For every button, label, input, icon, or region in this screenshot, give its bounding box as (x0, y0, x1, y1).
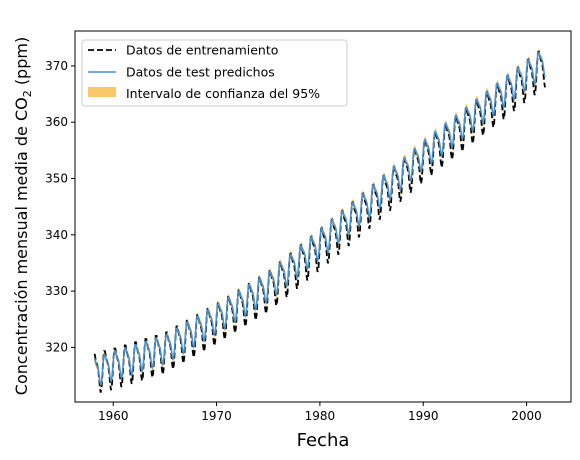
legend-swatch-confidence (88, 87, 116, 97)
x-tick-label: 1980 (305, 409, 336, 423)
legend-label-training: Datos de entrenamiento (126, 43, 278, 58)
plot-content (93, 48, 546, 393)
x-tick-label: 1970 (201, 409, 232, 423)
y-axis-label-main: Concentración mensual media de CO (12, 97, 31, 395)
x-tick-label: 1960 (98, 409, 129, 423)
y-tick-label: 320 (45, 340, 68, 354)
y-axis: 320 330 340 350 360 370 (45, 59, 75, 354)
legend-label-confidence: Intervalo de confianza del 95% (126, 86, 320, 101)
y-axis-label: Concentración mensual media de CO2 (ppm) (12, 37, 34, 395)
legend-label-test: Datos de test predichos (126, 65, 275, 80)
legend: Datos de entrenamiento Datos de test pre… (81, 39, 348, 107)
x-axis: 1960 1970 1980 1990 2000 (98, 402, 542, 423)
plot-frame (74, 30, 572, 403)
y-axis-label-tail: (ppm) (12, 37, 31, 90)
y-tick-label: 350 (45, 171, 68, 185)
x-tick-label: 2000 (511, 409, 542, 423)
y-axis-label-subscript: 2 (21, 90, 34, 97)
y-tick-label: 370 (45, 59, 68, 73)
legend-box (81, 39, 348, 107)
predicted-test-line (93, 51, 546, 386)
x-axis-label: Fecha (297, 430, 350, 451)
x-tick-label: 1990 (408, 409, 439, 423)
y-tick-label: 340 (45, 228, 68, 242)
y-tick-label: 360 (45, 115, 68, 129)
y-tick-label: 330 (45, 284, 68, 298)
